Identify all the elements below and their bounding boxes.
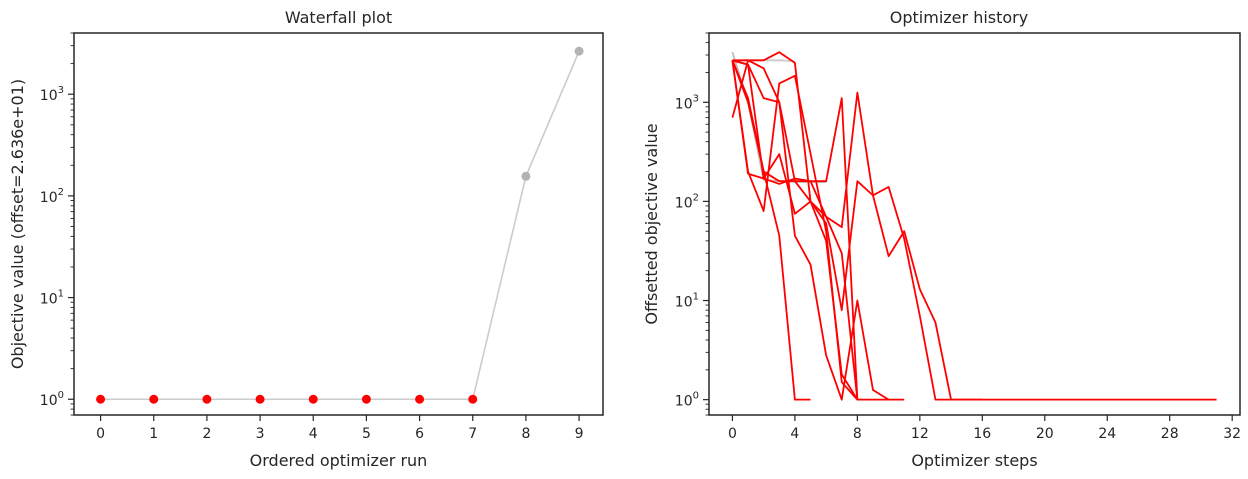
x-tick-label: 8	[521, 426, 530, 442]
y-tick-label: 100	[40, 390, 64, 409]
waterfall-plot-marks	[96, 46, 584, 404]
x-tick-label: 28	[1161, 426, 1179, 442]
history-series-line	[731, 51, 859, 400]
waterfall-point	[202, 394, 212, 404]
history-series-line	[732, 59, 859, 401]
history-series-line	[732, 59, 1217, 401]
optimizer-history-panel: Optimizer history 0 4 8 12 16 20 24 28 32 100 101 1…	[642, 8, 1241, 470]
x-tick-label: 2	[202, 426, 211, 442]
x-tick-label: 16	[973, 426, 991, 442]
y-tick-label: 101	[675, 292, 699, 311]
waterfall-point	[96, 394, 106, 404]
x-tick-label: 0	[728, 426, 737, 442]
x-tick-label: 12	[911, 426, 929, 442]
y-tick-label: 100	[675, 391, 699, 410]
optimizer-history-xlabel: Optimizer steps	[911, 451, 1037, 470]
y-tick-label: 102	[675, 192, 699, 211]
x-tick-label: 0	[96, 426, 105, 442]
x-tick-label: 6	[415, 426, 424, 442]
waterfall-point	[415, 394, 425, 404]
waterfall-point	[361, 394, 371, 404]
history-series-line	[731, 60, 983, 401]
y-tick-label: 102	[40, 187, 64, 206]
y-tick-label: 103	[40, 85, 64, 104]
waterfall-point	[521, 171, 531, 181]
x-tick-label: 20	[1036, 426, 1054, 442]
waterfall-point	[255, 394, 265, 404]
optimizer-history-marks	[731, 51, 1217, 401]
waterfall-plot-xlabel: Ordered optimizer run	[250, 451, 428, 470]
x-tick-label: 32	[1223, 426, 1241, 442]
waterfall-plot-ylabel: Objective value (offset=2.636e+01)	[8, 79, 27, 369]
x-tick-label: 24	[1098, 426, 1116, 442]
x-tick-label: 9	[575, 426, 584, 442]
history-series-line	[731, 59, 811, 401]
waterfall-plot-title: Waterfall plot	[285, 8, 392, 27]
x-tick-label: 7	[468, 426, 477, 442]
x-tick-label: 8	[853, 426, 862, 442]
x-tick-label: 1	[149, 426, 158, 442]
x-tick-label: 3	[256, 426, 265, 442]
optimizer-history-ylabel: Offsetted objective value	[642, 123, 661, 324]
waterfall-plot-axes: 0 1 2 3 4 5 6 7 8 9 100 101 102 103	[40, 32, 584, 442]
waterfall-point	[574, 46, 584, 56]
waterfall-plot-frame	[73, 32, 604, 416]
optimizer-history-title: Optimizer history	[890, 8, 1028, 27]
history-series-line	[731, 60, 905, 401]
waterfall-point	[149, 394, 159, 404]
waterfall-point	[308, 394, 318, 404]
optimizer-history-frame	[708, 32, 1241, 416]
x-tick-label: 5	[362, 426, 371, 442]
history-series-line	[732, 59, 890, 401]
waterfall-plot-panel: Waterfall plot 0 1 2 3 4 5 6 7 8 9 100 101 102 103 Or…	[8, 8, 604, 470]
x-tick-label: 4	[309, 426, 318, 442]
waterfall-line	[100, 50, 580, 401]
waterfall-point	[468, 394, 478, 404]
y-tick-label: 101	[40, 289, 64, 308]
optimizer-history-axes: 0 4 8 12 16 20 24 28 32 100 101 102 103	[675, 32, 1241, 442]
x-tick-label: 4	[790, 426, 799, 442]
y-tick-label: 103	[675, 93, 699, 112]
